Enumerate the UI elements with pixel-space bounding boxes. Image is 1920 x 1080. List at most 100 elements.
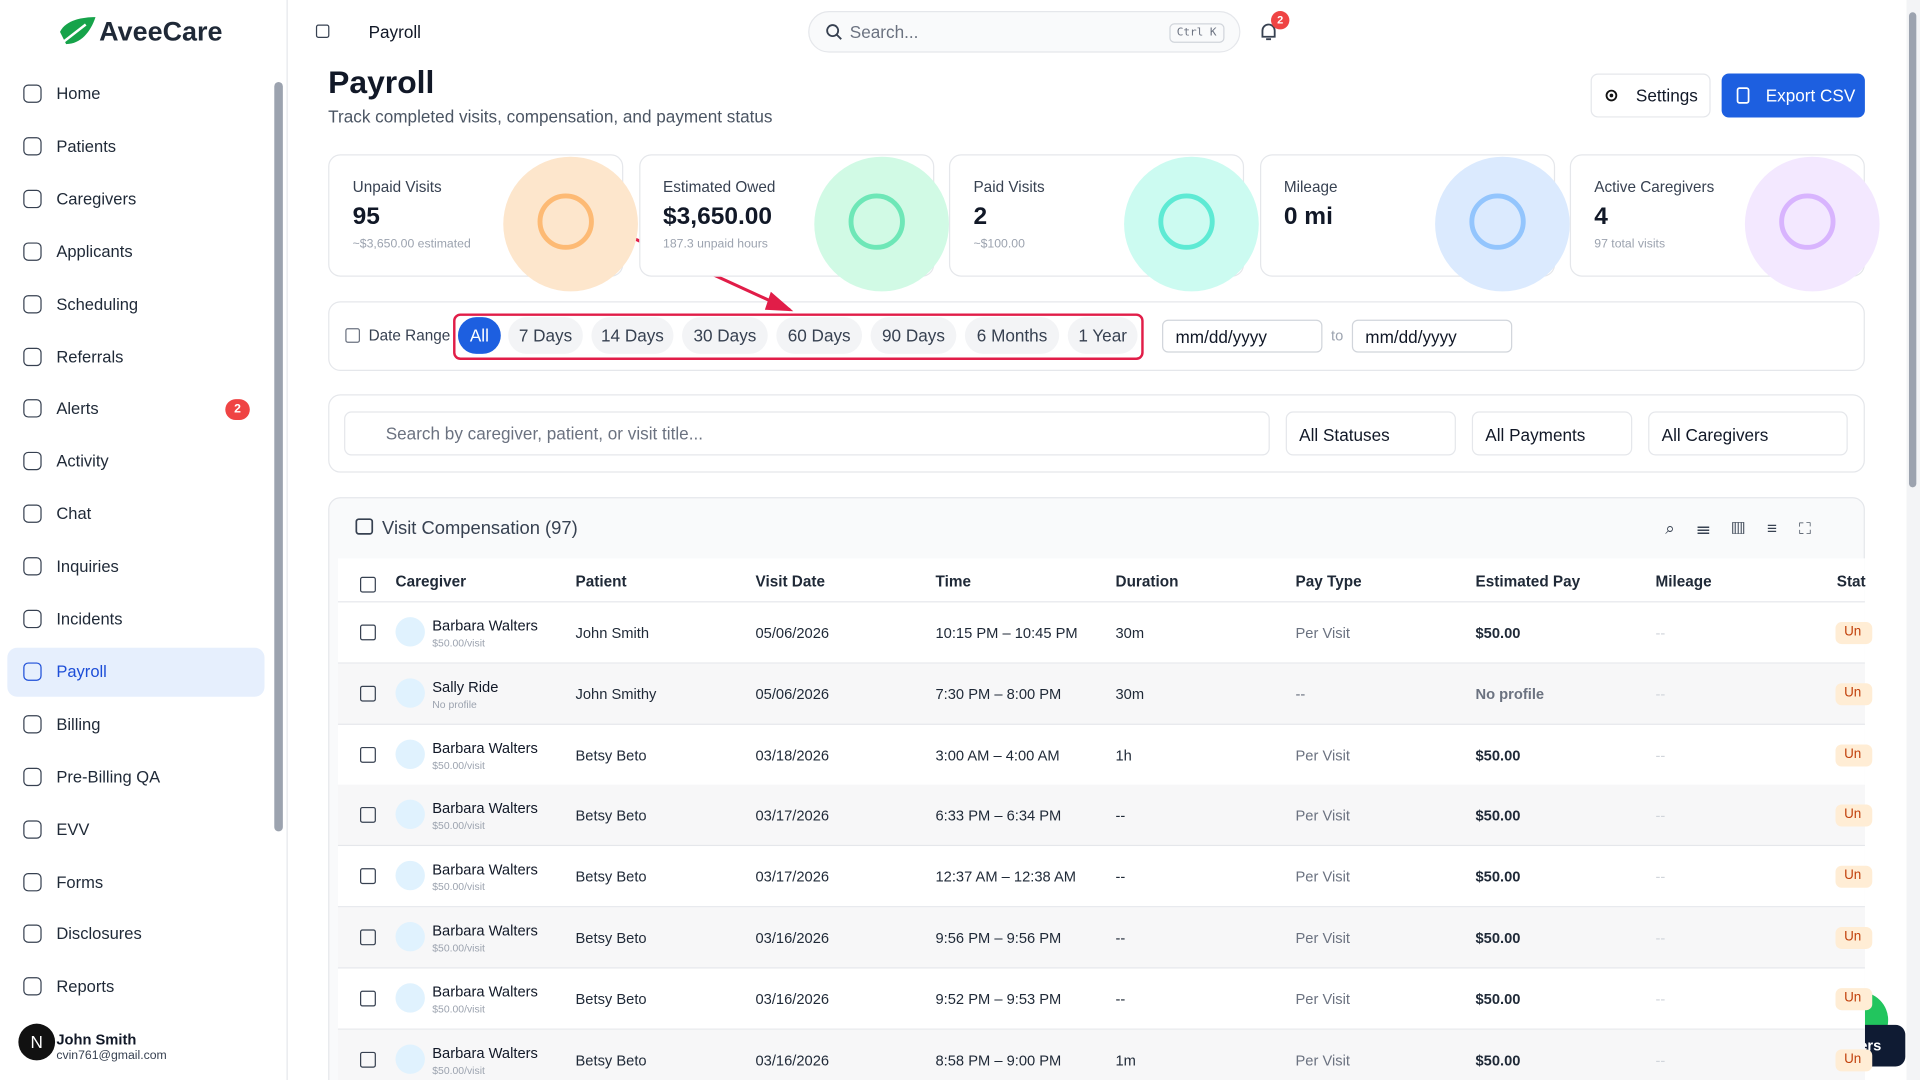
export-button[interactable] <box>1721 73 1865 118</box>
header-checkbox[interactable] <box>360 576 376 593</box>
filter-search[interactable] <box>344 411 1270 456</box>
caregiver-avatar <box>395 800 425 830</box>
cell: 1h <box>1115 746 1132 764</box>
cell: 05/06/2026 <box>755 685 830 703</box>
cell: 03/16/2026 <box>755 990 830 1008</box>
column-header[interactable]: Mileage <box>1655 573 1712 591</box>
column-header[interactable]: Visit Date <box>755 573 826 591</box>
column-header[interactable]: Pay Type <box>1295 573 1362 591</box>
nav-item[interactable]: Alerts <box>56 399 99 419</box>
user-email: cvin761@gmail.com <box>56 1049 167 1063</box>
sidebar <box>0 0 288 1080</box>
nav-item[interactable]: Patients <box>56 137 117 156</box>
range-option[interactable]: 14 Days <box>591 317 674 354</box>
nav-item[interactable]: Chat <box>56 504 92 524</box>
nav-icon <box>23 714 42 734</box>
breadcrumb: Payroll <box>368 22 421 42</box>
table-toolbar[interactable]: ⌕☰▥≡⛶ <box>1665 517 1834 538</box>
nav-item[interactable]: Reports <box>56 977 115 996</box>
nav-item[interactable]: Activity <box>56 452 109 471</box>
filter-select[interactable]: All Payments <box>1471 411 1633 456</box>
cell: 03/18/2026 <box>755 746 830 764</box>
sidebar-toggle[interactable] <box>315 24 330 38</box>
cell: 03/16/2026 <box>755 1051 830 1069</box>
filter-select[interactable]: All Caregivers <box>1648 411 1848 456</box>
nav-item[interactable]: Pre-Billing QA <box>56 767 161 786</box>
cell: -- <box>1115 807 1126 825</box>
filter-select[interactable]: All Statuses <box>1285 411 1456 456</box>
row-checkbox[interactable] <box>360 1051 376 1068</box>
filter-panel <box>328 394 1865 473</box>
date-from[interactable]: mm/dd/yyyy <box>1162 319 1323 353</box>
table-row <box>337 907 1865 969</box>
nav-icon <box>23 294 42 313</box>
column-header[interactable]: Patient <box>575 573 627 591</box>
cell: $50.00 <box>1475 868 1521 886</box>
cell: Betsy Beto <box>575 1051 647 1069</box>
nav-item[interactable]: Home <box>56 84 101 103</box>
range-option[interactable]: All <box>457 317 501 354</box>
range-option[interactable]: 1 Year <box>1067 317 1138 354</box>
nav-item[interactable]: Caregivers <box>56 189 137 208</box>
nav-item[interactable]: Billing <box>56 714 101 734</box>
range-option[interactable]: 60 Days <box>776 317 863 354</box>
nav-item[interactable]: Referrals <box>56 347 124 366</box>
cell: 03/16/2026 <box>755 929 830 947</box>
row-checkbox[interactable] <box>360 868 376 885</box>
cell: 05/06/2026 <box>755 624 830 642</box>
cell: -- <box>1115 929 1126 947</box>
column-header[interactable]: Estimated Pay <box>1475 573 1581 591</box>
filter-search-placeholder: Search by caregiver, patient, or visit t… <box>385 423 704 444</box>
bell-icon[interactable] <box>1259 21 1279 43</box>
caregiver-avatar <box>395 678 425 708</box>
row-checkbox[interactable] <box>360 990 376 1007</box>
caregiver-name: Barbara Walters <box>432 617 538 635</box>
column-header[interactable]: Time <box>935 573 971 591</box>
global-search[interactable] <box>808 11 1241 53</box>
nav-item[interactable]: Inquiries <box>56 557 119 576</box>
nav-item[interactable]: Disclosures <box>56 924 142 944</box>
row-checkbox[interactable] <box>360 624 376 641</box>
row-checkbox[interactable] <box>360 685 376 702</box>
stat-label: Unpaid Visits <box>352 178 442 196</box>
nav-item[interactable]: Applicants <box>56 242 133 261</box>
nav-icon <box>23 819 42 839</box>
table-title: Visit Compensation (97) <box>382 517 578 539</box>
cell: $50.00 <box>1475 990 1521 1008</box>
nav-item[interactable]: Scheduling <box>56 294 139 313</box>
nav-item[interactable]: Incidents <box>56 609 123 629</box>
column-header[interactable]: Duration <box>1115 573 1179 591</box>
caregiver-rate: $50.00/visit <box>432 758 485 771</box>
range-option[interactable]: 30 Days <box>682 317 768 354</box>
gear-icon <box>1605 89 1618 102</box>
cell: 9:52 PM – 9:53 PM <box>935 990 1062 1008</box>
stat-value: 0 mi <box>1283 203 1333 231</box>
cell: Betsy Beto <box>575 807 647 825</box>
cell: 7:30 PM – 8:00 PM <box>935 685 1062 703</box>
cell: 9:56 PM – 9:56 PM <box>935 929 1062 947</box>
caregiver-rate: $50.00/visit <box>432 1002 485 1015</box>
nav-icon <box>23 452 42 471</box>
table-row <box>337 602 1865 664</box>
cell: John Smith <box>575 624 650 642</box>
cell: $50.00 <box>1475 624 1521 642</box>
date-to[interactable]: mm/dd/yyyy <box>1351 319 1513 353</box>
page-title: Payroll <box>328 63 435 101</box>
range-option[interactable]: 6 Months <box>964 317 1060 354</box>
caregiver-avatar <box>395 617 425 647</box>
range-option[interactable]: 7 Days <box>508 317 583 354</box>
calendar-icon <box>345 328 361 343</box>
status-pill: Un <box>1835 1048 1873 1071</box>
row-checkbox[interactable] <box>360 746 376 763</box>
row-checkbox[interactable] <box>360 929 376 946</box>
column-header[interactable]: Caregiver <box>395 573 467 591</box>
column-header[interactable]: Stat <box>1836 573 1866 591</box>
cell: $50.00 <box>1475 1051 1521 1069</box>
row-checkbox[interactable] <box>360 807 376 824</box>
nav-item[interactable]: Forms <box>56 872 104 891</box>
nav-item[interactable]: EVV <box>56 819 90 839</box>
settings-button[interactable] <box>1590 73 1711 118</box>
range-option[interactable]: 90 Days <box>870 317 957 354</box>
nav-item[interactable]: Payroll <box>56 662 107 681</box>
